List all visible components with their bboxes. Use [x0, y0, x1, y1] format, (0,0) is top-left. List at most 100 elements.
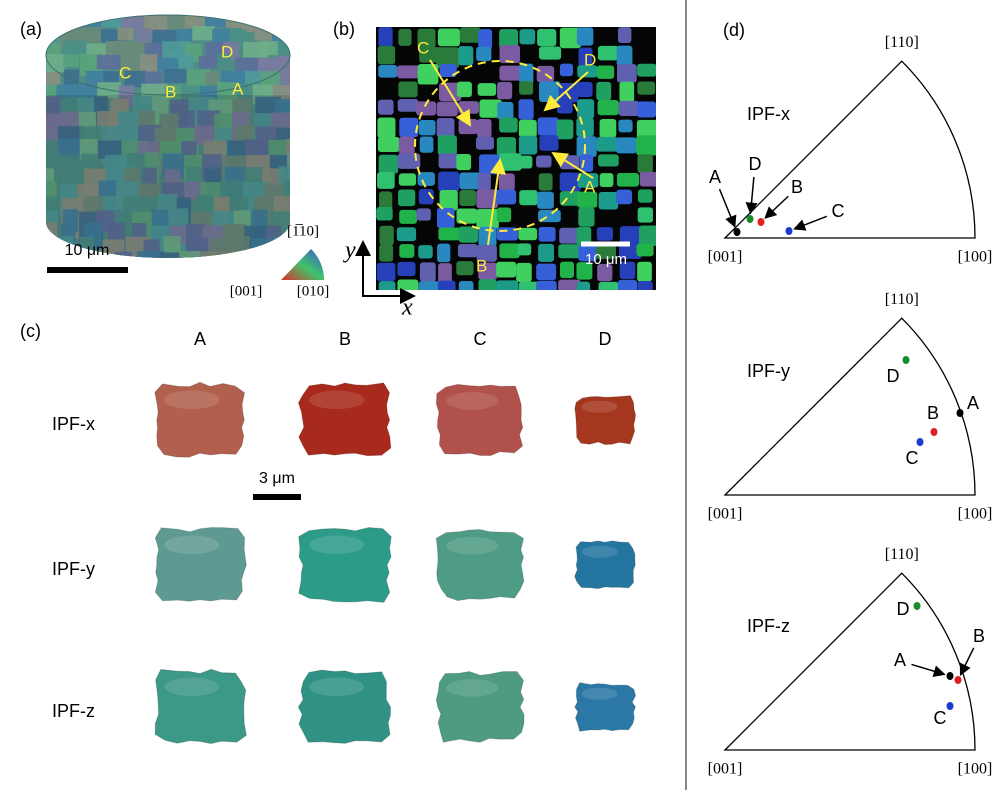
grain	[437, 280, 456, 290]
grain-highlight	[164, 535, 220, 555]
grain-highlight	[581, 400, 618, 413]
grain	[179, 251, 201, 258]
grain	[556, 101, 573, 114]
grain	[377, 171, 395, 189]
grain	[456, 261, 474, 276]
grain-highlight	[446, 392, 499, 410]
grain	[456, 153, 472, 171]
grain	[637, 101, 656, 118]
grain	[478, 29, 493, 50]
orientation-point	[733, 228, 741, 236]
grain	[114, 251, 132, 258]
grain	[164, 68, 187, 84]
grain-label: B	[476, 256, 487, 275]
grain	[558, 83, 579, 103]
point-label: B	[927, 403, 939, 423]
grain	[616, 45, 633, 67]
grain	[476, 208, 499, 229]
grain	[576, 281, 591, 290]
grain	[637, 154, 653, 174]
grain	[417, 63, 439, 85]
grain	[559, 191, 583, 206]
grain	[438, 153, 459, 169]
grain	[259, 41, 281, 56]
grain	[479, 154, 501, 175]
grain	[292, 96, 314, 137]
grain	[598, 154, 619, 167]
grain	[596, 227, 613, 241]
cylinder-top	[45, 14, 291, 96]
grain	[136, 251, 165, 258]
grain	[496, 280, 519, 290]
ipf-triangle	[723, 572, 976, 751]
corner-label: [100]	[958, 761, 993, 778]
grain	[519, 63, 534, 85]
legend-label: [1̅10]	[287, 223, 319, 239]
grain	[596, 136, 619, 152]
grain	[396, 227, 417, 242]
grain	[536, 65, 555, 83]
grain-label: B	[165, 82, 176, 101]
grain	[299, 170, 314, 195]
grain	[518, 119, 537, 138]
point-label: A	[709, 167, 721, 187]
grain	[194, 125, 215, 146]
ipf-plots: [110] [001] [100] IPF-x A D B C [110] [001] [100] I…	[708, 34, 993, 778]
grain	[458, 226, 478, 243]
grain	[499, 243, 520, 259]
grain	[436, 101, 458, 117]
grain	[519, 190, 538, 206]
corner-label: [001]	[708, 249, 743, 266]
grain-highlight	[164, 390, 220, 410]
grain	[639, 171, 656, 187]
grain-render	[435, 670, 525, 743]
grain	[636, 119, 656, 140]
grain	[217, 82, 238, 100]
grain-render	[154, 526, 247, 602]
grain	[616, 189, 633, 205]
grain	[287, 153, 290, 194]
grain	[456, 208, 478, 224]
grain	[636, 135, 656, 156]
grain	[418, 281, 440, 290]
grain	[559, 172, 581, 192]
coordinate-axes	[355, 240, 416, 304]
grain	[399, 244, 415, 258]
orientation-point	[954, 676, 962, 684]
grain	[637, 207, 653, 223]
grain	[558, 244, 581, 259]
grain	[46, 196, 57, 215]
arrow	[551, 151, 594, 179]
grain	[596, 65, 615, 79]
grain	[597, 99, 619, 116]
grain	[597, 45, 619, 61]
grain	[439, 63, 457, 78]
point-label: A	[894, 650, 906, 670]
point-label: B	[791, 177, 803, 197]
grain-highlight	[309, 535, 365, 555]
grain-render	[154, 381, 246, 458]
grain	[576, 81, 593, 97]
grain	[497, 101, 514, 120]
orientation-point	[785, 227, 793, 235]
grain	[398, 189, 416, 207]
plot-title: IPF-x	[747, 104, 790, 124]
grain	[279, 70, 290, 89]
grain	[175, 29, 194, 42]
grain	[459, 27, 481, 43]
grain	[576, 226, 592, 246]
grain	[295, 86, 319, 104]
grain	[398, 28, 412, 46]
grain	[598, 191, 619, 210]
point-label: A	[967, 393, 979, 413]
grain	[418, 119, 436, 136]
grain-label: A	[232, 79, 244, 98]
ipf-triangle	[723, 317, 976, 496]
grain	[536, 280, 557, 290]
orientation-point	[913, 602, 921, 610]
row-label: IPF-y	[52, 559, 95, 579]
grain	[419, 136, 434, 153]
grain	[556, 119, 574, 140]
grain	[417, 28, 436, 49]
grain	[576, 27, 594, 46]
